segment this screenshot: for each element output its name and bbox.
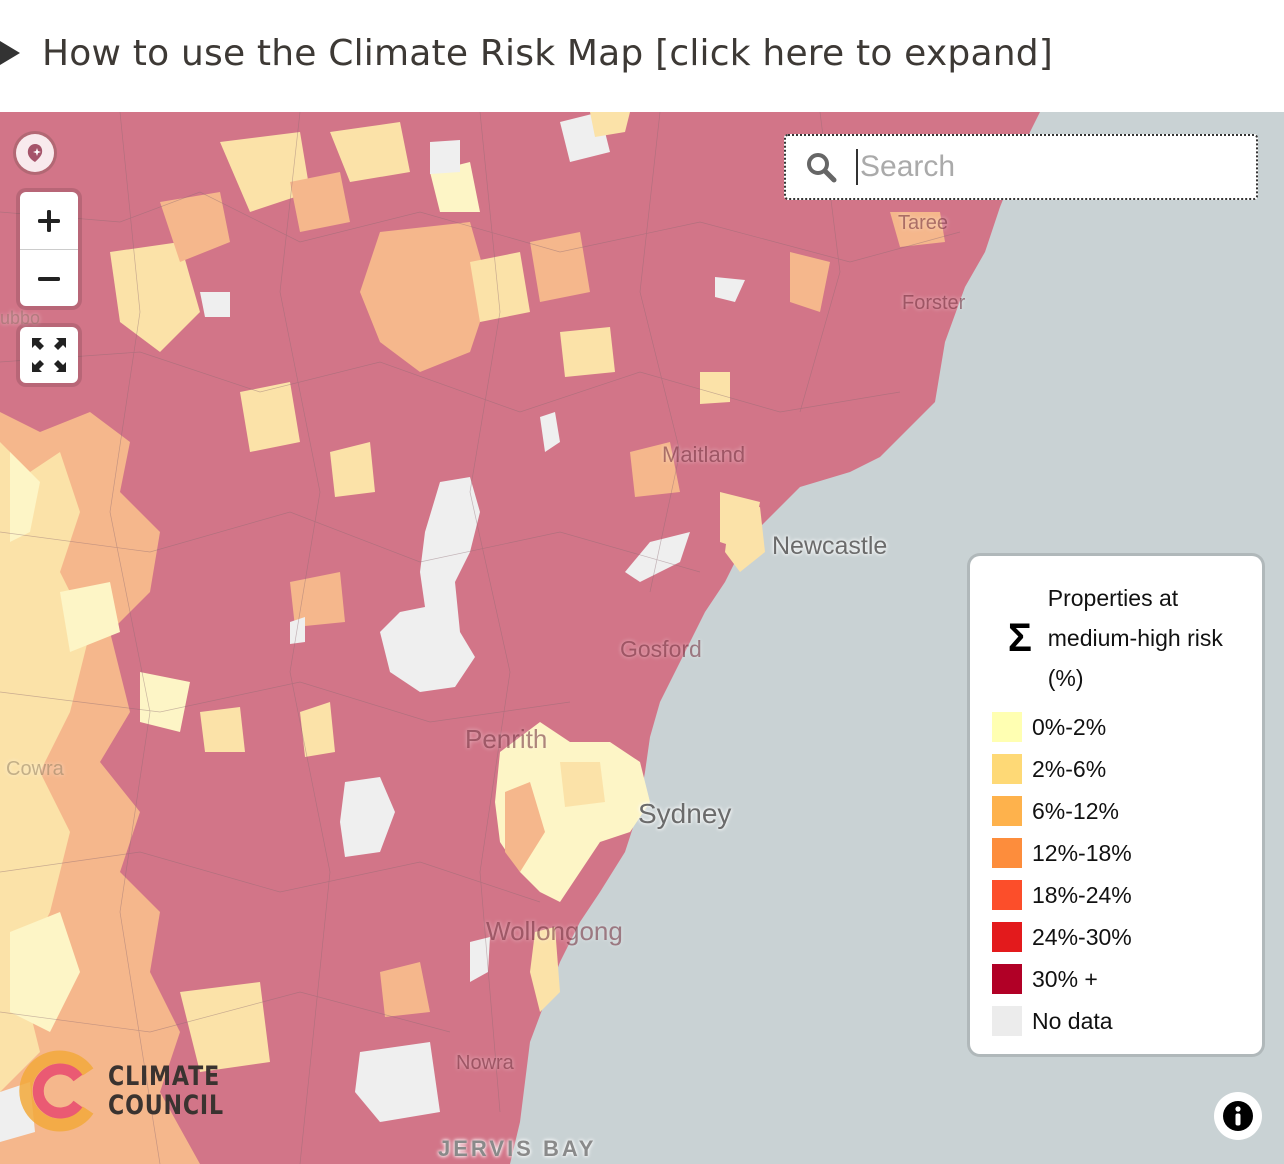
search-input[interactable] bbox=[856, 149, 1242, 185]
search-icon bbox=[807, 153, 837, 183]
legend-label: No data bbox=[1032, 1007, 1113, 1034]
search-box[interactable] bbox=[784, 134, 1258, 200]
legend-label: 6%-12% bbox=[1032, 797, 1119, 824]
climate-risk-map[interactable]: Taree Forster Maitland Newcastle Gosford… bbox=[0, 112, 1284, 1164]
legend-swatch bbox=[992, 964, 1022, 994]
place-label-cowra: Cowra bbox=[6, 758, 64, 780]
climate-council-c-icon bbox=[19, 1050, 94, 1132]
place-label-gosford: Gosford bbox=[620, 636, 702, 662]
legend-item: 24%-30% bbox=[992, 916, 1240, 958]
place-label-wollongong: Wollongong bbox=[486, 916, 623, 946]
legend-swatch bbox=[992, 838, 1022, 868]
place-label-nowra: Nowra bbox=[456, 1052, 514, 1074]
climate-council-logo: CLIMATE COUNCIL bbox=[18, 1050, 249, 1132]
legend-item: 2%-6% bbox=[992, 748, 1240, 790]
legend-label: 24%-30% bbox=[1032, 923, 1132, 950]
legend-item: 30% + bbox=[992, 958, 1240, 1000]
legend-swatch bbox=[992, 1006, 1022, 1036]
logo-line1: CLIMATE bbox=[108, 1061, 221, 1092]
legend-label: 0%-2% bbox=[1032, 713, 1107, 740]
locate-pin-icon bbox=[27, 144, 43, 162]
info-button[interactable] bbox=[1214, 1092, 1262, 1140]
place-label-forster: Forster bbox=[902, 292, 966, 314]
logo-line2: COUNCIL bbox=[108, 1090, 224, 1121]
zoom-controls bbox=[20, 192, 78, 306]
legend-item: 6%-12% bbox=[992, 790, 1240, 832]
expand-arrows-icon bbox=[32, 338, 66, 372]
place-label-jervis-bay: JERVIS BAY bbox=[438, 1136, 597, 1161]
place-label-taree: Taree bbox=[898, 212, 949, 234]
legend-swatch bbox=[992, 754, 1022, 784]
expander-label: How to use the Climate Risk Map [click h… bbox=[42, 32, 1054, 74]
fullscreen-button[interactable] bbox=[20, 327, 78, 383]
legend-item: 18%-24% bbox=[992, 874, 1240, 916]
legend-item: 12%-18% bbox=[992, 832, 1240, 874]
place-label-newcastle: Newcastle bbox=[772, 532, 888, 560]
legend-swatch bbox=[992, 880, 1022, 910]
place-label-maitland: Maitland bbox=[662, 442, 746, 467]
zoom-in-button[interactable] bbox=[20, 192, 78, 249]
minus-icon bbox=[38, 276, 60, 281]
place-label-sydney: Sydney bbox=[638, 798, 732, 829]
legend-title: Properties at medium-high risk (%) bbox=[1047, 585, 1223, 691]
legend-swatch bbox=[992, 796, 1022, 826]
sigma-icon: Σ bbox=[1007, 615, 1032, 660]
legend-swatch bbox=[992, 712, 1022, 742]
legend-label: 2%-6% bbox=[1032, 755, 1107, 782]
place-label-dubbo-partial: ubbo bbox=[0, 308, 41, 328]
plus-icon bbox=[38, 209, 60, 232]
zoom-out-button[interactable] bbox=[20, 249, 78, 307]
legend-label: 12%-18% bbox=[1032, 839, 1132, 866]
legend-item: 0%-2% bbox=[992, 706, 1240, 748]
legend-label: 30% + bbox=[1032, 965, 1098, 992]
map-legend: Σ Properties at medium-high risk (%) 0%-… bbox=[970, 556, 1262, 1054]
legend-label: 18%-24% bbox=[1032, 881, 1132, 908]
how-to-use-expander[interactable]: How to use the Climate Risk Map [click h… bbox=[0, 28, 1053, 78]
place-label-penrith: Penrith bbox=[465, 724, 548, 754]
disclosure-triangle-icon bbox=[0, 41, 20, 65]
legend-item: No data bbox=[992, 1000, 1240, 1042]
locate-button[interactable] bbox=[16, 134, 54, 172]
info-icon bbox=[1223, 1101, 1253, 1131]
legend-swatch bbox=[992, 922, 1022, 952]
